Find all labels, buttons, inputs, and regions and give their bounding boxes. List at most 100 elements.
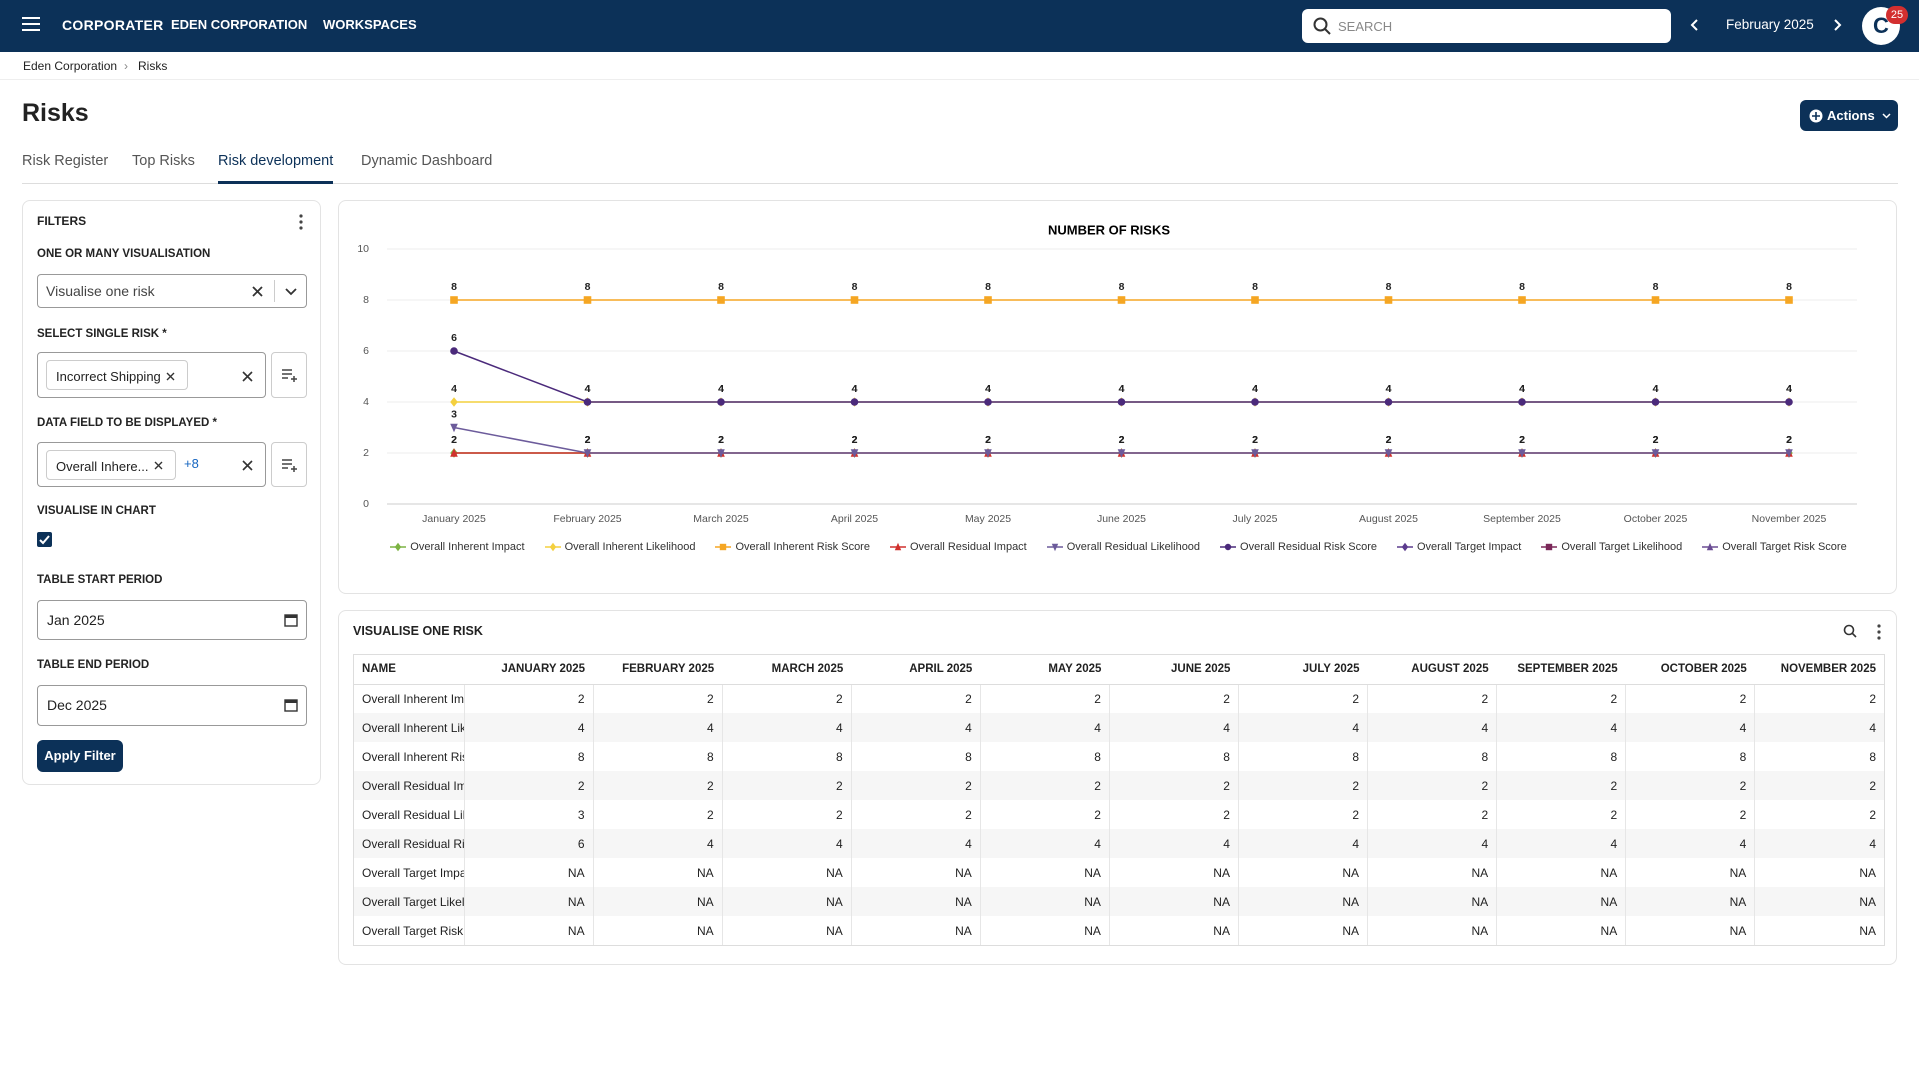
marker (720, 543, 727, 551)
marker (1117, 449, 1126, 458)
cell: 4 (721, 829, 852, 858)
marker (984, 449, 992, 458)
menu-icon[interactable] (22, 16, 40, 32)
legend-item[interactable]: Overall Target Likelihood (1541, 541, 1682, 553)
cell: 2 (1625, 771, 1755, 800)
marker (1785, 398, 1793, 406)
column-header: APRIL 2025 (851, 655, 981, 685)
tab[interactable]: Risk development (218, 153, 334, 169)
data-label: 8 (1386, 281, 1392, 293)
chip-remove[interactable] (154, 461, 163, 470)
tab[interactable]: Top Risks (132, 153, 195, 169)
cell: NA (1108, 887, 1239, 916)
marker (1707, 542, 1714, 551)
tab[interactable]: Risk Register (22, 153, 109, 169)
legend-symbol (889, 542, 906, 551)
table-row: Overall Residual Likelihood32222222222 (354, 800, 1884, 829)
cell: 2 (463, 684, 594, 713)
legend-symbol (390, 542, 407, 552)
cell: NA (1108, 916, 1239, 945)
apply-button[interactable]: Apply Filter (37, 740, 123, 772)
marker (1051, 543, 1058, 552)
data-label: 2 (985, 434, 991, 446)
cell: 2 (979, 684, 1110, 713)
legend-item[interactable]: Overall Residual Likelihood (1046, 541, 1200, 553)
data-label: 2 (1786, 434, 1792, 446)
cell: 2 (1237, 684, 1368, 713)
calendar-icon[interactable] (284, 613, 298, 627)
legend-item[interactable]: Overall Target Impact (1396, 541, 1521, 553)
cell: NA (592, 916, 723, 945)
data-label: 2 (1119, 434, 1125, 446)
nav-item[interactable]: WORKSPACES (323, 17, 417, 32)
legend-item[interactable]: Overall Target Risk Score (1702, 541, 1847, 553)
legend-symbol (544, 542, 561, 552)
cell: NA (463, 887, 594, 916)
breadcrumb[interactable]: Eden Corporation (23, 59, 118, 73)
checkbox[interactable] (37, 532, 52, 547)
legend: Overall Inherent Impact Overall Inherent … (339, 541, 1898, 553)
badge: 25 (1886, 6, 1908, 24)
legend-item[interactable]: Overall Inherent Risk Score (715, 541, 870, 553)
kebab[interactable] (1877, 624, 1881, 640)
marker (1651, 398, 1660, 406)
next-period[interactable] (1832, 18, 1842, 32)
search-icon (1313, 17, 1331, 35)
data-label: 4 (1252, 383, 1258, 395)
cell: NA (979, 858, 1110, 887)
data-label: 4 (985, 383, 991, 395)
legend-item[interactable]: Overall Inherent Likelihood (544, 541, 695, 553)
tab-rule (22, 183, 1898, 184)
search-icon[interactable] (1843, 624, 1857, 638)
data-label: 2 (1386, 434, 1392, 446)
cell: 2 (1754, 800, 1884, 829)
data-label: 2 (985, 434, 991, 446)
prev-period[interactable] (1690, 18, 1700, 32)
marker (450, 448, 458, 457)
legend-label: Overall Target Risk Score (1722, 541, 1847, 553)
end-date[interactable]: Dec 2025 (37, 685, 307, 726)
cell: NA (1496, 916, 1626, 945)
field-select[interactable]: Overall Inhere... +8 (37, 442, 266, 487)
data-label: 2 (852, 434, 858, 446)
cell: 2 (979, 800, 1110, 829)
brand[interactable]: CORPORATER (62, 17, 164, 33)
data-label: 2 (585, 434, 591, 446)
dropdown-icon[interactable] (285, 288, 297, 296)
marker (984, 398, 992, 406)
data-label: 2 (1519, 434, 1525, 446)
cell: 2 (1108, 800, 1239, 829)
risk-select[interactable]: Incorrect Shipping (37, 352, 266, 398)
more-count[interactable]: +8 (184, 456, 199, 471)
legend-item[interactable]: Overall Residual Impact (889, 541, 1027, 553)
chip-remove[interactable] (166, 372, 175, 381)
cell: 8 (1367, 742, 1497, 771)
tab[interactable]: Dynamic Dashboard (361, 153, 493, 169)
data-label: 2 (718, 434, 724, 446)
data-label: 2 (451, 434, 457, 446)
data-label: 2 (1653, 434, 1659, 446)
list-button[interactable] (271, 352, 307, 398)
marker (1785, 449, 1793, 458)
cell: 2 (1625, 684, 1755, 713)
calendar-icon[interactable] (284, 698, 298, 712)
clear-icon[interactable] (242, 371, 253, 382)
visualisation-select[interactable]: Visualise one risk (37, 274, 307, 308)
clear-icon[interactable] (242, 460, 253, 471)
cell: 8 (1237, 742, 1368, 771)
legend-item[interactable]: Overall Inherent Impact (390, 541, 525, 553)
data-label: 4 (1386, 383, 1392, 395)
kebab[interactable] (299, 214, 303, 230)
legend-symbol (1702, 542, 1719, 551)
x-tick-label: March 2025 (693, 513, 749, 525)
search-box[interactable]: SEARCH (1302, 9, 1671, 43)
list-button[interactable] (271, 442, 307, 487)
data-label: 8 (1519, 281, 1525, 293)
clear-icon[interactable] (252, 286, 263, 297)
nav-item[interactable]: EDEN CORPORATION (171, 17, 308, 32)
start-date[interactable]: Jan 2025 (37, 600, 307, 640)
actions-button[interactable]: Actions (1800, 100, 1898, 131)
cell: NA (1237, 916, 1368, 945)
period[interactable]: February 2025 (1726, 17, 1814, 32)
legend-item[interactable]: Overall Residual Risk Score (1220, 541, 1377, 553)
